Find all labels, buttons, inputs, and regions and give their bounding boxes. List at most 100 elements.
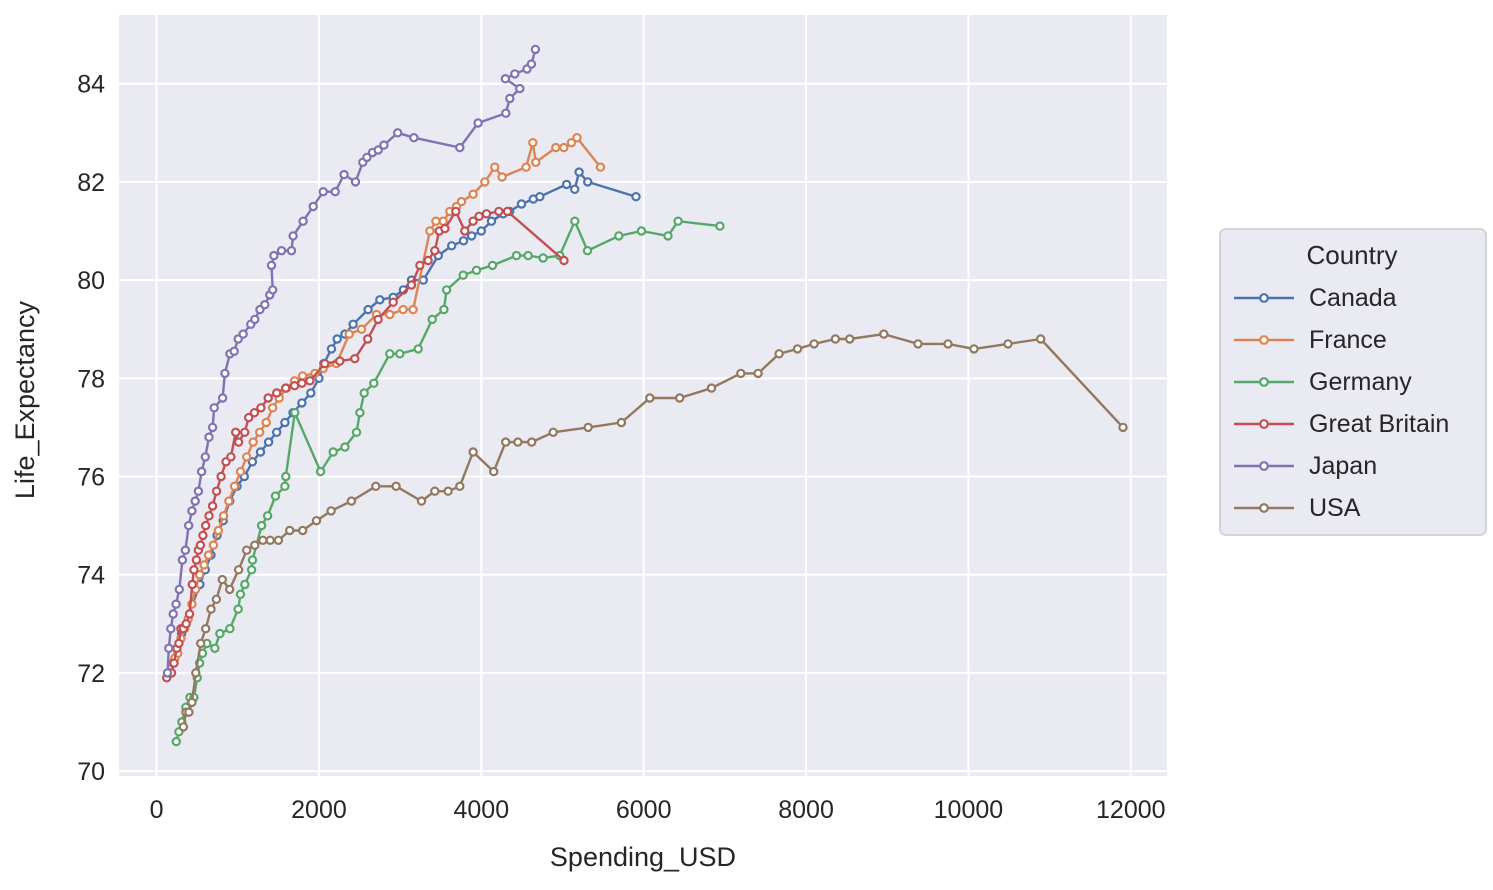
data-point-marker — [706, 383, 717, 393]
data-point-marker — [456, 196, 467, 207]
data-point-marker — [427, 314, 437, 325]
data-point-marker — [528, 137, 538, 148]
data-point-marker — [502, 206, 513, 217]
data-point-marker — [391, 481, 401, 491]
data-point-marker — [281, 383, 291, 393]
legend-label-canada: Canada — [1309, 283, 1397, 312]
legend-item-usa: USA — [1233, 487, 1471, 529]
x-axis-label: Spending_USD — [550, 842, 736, 872]
data-point-marker — [256, 403, 266, 413]
data-point-marker — [298, 525, 308, 536]
data-point-marker — [230, 427, 241, 437]
data-point-marker — [480, 177, 490, 187]
data-point-marker — [753, 368, 763, 379]
data-point-marker — [438, 216, 448, 226]
data-point-marker — [451, 206, 461, 217]
data-point-marker — [468, 189, 478, 199]
data-point-marker — [174, 584, 184, 595]
y-tick-label-76: 76 — [77, 464, 105, 492]
data-point-marker — [290, 408, 300, 418]
data-point-marker — [169, 658, 179, 668]
data-point-marker — [715, 221, 725, 231]
data-point-marker — [171, 736, 181, 747]
data-point-marker — [645, 393, 655, 403]
data-point-marker — [261, 417, 271, 428]
data-point-marker — [548, 427, 558, 437]
data-point-marker — [415, 260, 425, 271]
data-point-marker — [616, 417, 627, 428]
data-point-marker — [515, 83, 525, 94]
data-point-marker — [473, 118, 483, 128]
data-point-marker — [388, 297, 398, 307]
data-point-marker — [298, 216, 308, 226]
legend-swatch-usa-icon — [1234, 503, 1294, 513]
data-point-marker — [346, 496, 357, 506]
data-point-marker — [258, 535, 268, 546]
data-point-marker — [241, 452, 252, 462]
data-point-marker — [385, 309, 395, 320]
data-point-marker — [229, 346, 239, 356]
data-point-marker — [531, 157, 541, 167]
data-point-marker — [458, 236, 469, 246]
data-point-marker — [500, 74, 511, 84]
data-point-marker — [255, 447, 266, 457]
data-point-marker — [297, 371, 308, 381]
data-point-marker — [393, 128, 403, 138]
data-point-marker — [248, 437, 258, 447]
data-point-marker — [359, 388, 369, 398]
data-point-marker — [570, 216, 580, 226]
data-point-marker — [240, 579, 250, 590]
data-point-marker — [969, 344, 979, 354]
data-point-marker — [180, 545, 191, 555]
data-point-marker — [510, 69, 520, 79]
data-point-marker — [268, 285, 278, 295]
data-point-marker — [270, 491, 281, 501]
legend: Country Canada France Germany Great Britain… — [1219, 228, 1487, 536]
data-point-marker — [289, 381, 300, 391]
data-point-marker — [187, 579, 197, 590]
data-point-marker — [233, 604, 243, 614]
series-markers-usa — [178, 329, 1128, 732]
x-tick-label-2000: 2000 — [291, 796, 347, 824]
data-point-marker — [375, 295, 385, 305]
data-point-marker — [233, 437, 244, 447]
data-point-marker — [441, 285, 452, 295]
data-point-marker — [213, 525, 223, 536]
legend-label-usa: USA — [1309, 493, 1361, 522]
data-point-marker — [460, 226, 470, 236]
data-point-marker — [458, 270, 468, 280]
y-tick-label-72: 72 — [77, 660, 105, 688]
data-point-marker — [913, 339, 923, 349]
data-point-marker — [276, 245, 287, 256]
data-point-marker — [595, 162, 606, 172]
data-point-marker — [224, 584, 235, 595]
data-point-marker — [408, 304, 418, 315]
data-point-marker — [430, 486, 440, 496]
data-point-marker — [200, 624, 211, 634]
data-point-marker — [190, 496, 200, 506]
data-point-marker — [211, 594, 222, 605]
y-tick-label-74: 74 — [77, 562, 105, 590]
data-point-marker — [203, 550, 214, 560]
data-point-marker — [305, 376, 315, 386]
data-point-marker — [178, 722, 189, 732]
y-axis-label: Life_Expectancy — [10, 300, 40, 499]
data-point-marker — [535, 191, 545, 202]
data-point-marker — [273, 535, 284, 546]
data-point-marker — [269, 250, 279, 261]
data-point-marker — [490, 162, 500, 172]
data-point-marker — [189, 565, 199, 575]
data-point-marker — [471, 265, 482, 275]
data-point-marker — [256, 520, 267, 531]
data-point-marker — [196, 466, 207, 477]
data-point-marker — [235, 466, 246, 477]
data-point-marker — [191, 555, 202, 565]
data-point-marker — [430, 245, 440, 256]
data-point-marker — [443, 486, 453, 496]
data-point-marker — [566, 137, 577, 148]
legend-title: Country — [1306, 240, 1398, 270]
data-point-marker — [530, 44, 541, 55]
legend-item-canada: Canada — [1233, 277, 1471, 319]
data-point-marker — [249, 408, 260, 418]
data-point-marker — [369, 378, 379, 388]
